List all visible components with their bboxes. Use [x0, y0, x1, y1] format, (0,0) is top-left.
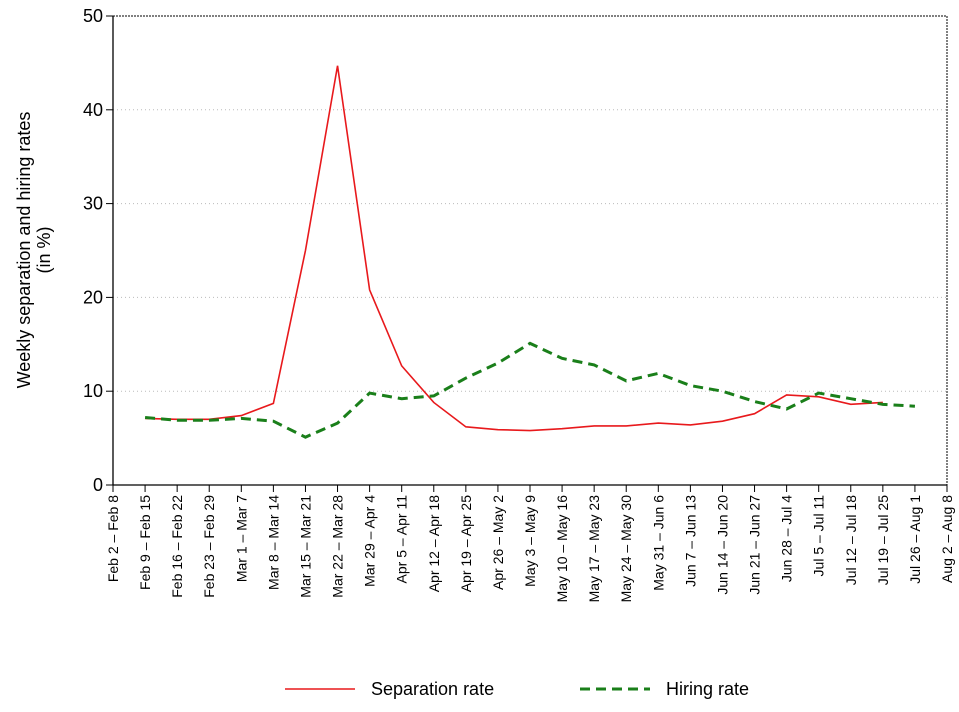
x-tick-label: Apr 26 – May 2	[490, 495, 506, 590]
x-tick-label: Feb 9 – Feb 15	[137, 495, 153, 590]
x-tick-label: Jun 14 – Jun 20	[714, 495, 730, 595]
x-tick-label: Feb 16 – Feb 22	[169, 495, 185, 598]
x-tick-label: Apr 19 – Apr 25	[458, 495, 474, 593]
y-axis-label: (in %)	[34, 226, 54, 273]
x-tick-label: May 3 – May 9	[522, 495, 538, 587]
x-tick-label: May 24 – May 30	[618, 495, 634, 603]
x-tick-label: Jun 21 – Jun 27	[747, 495, 763, 595]
y-tick-label: 40	[83, 100, 103, 120]
x-tick-label: May 31 – Jun 6	[650, 495, 666, 591]
x-tick-label: Jul 19 – Jul 25	[875, 495, 891, 585]
x-tick-label: Jul 5 – Jul 11	[811, 495, 827, 577]
legend-label: Hiring rate	[666, 679, 749, 699]
y-tick-label: 50	[83, 6, 103, 26]
y-tick-label: 20	[83, 287, 103, 307]
legend-label: Separation rate	[371, 679, 494, 699]
x-tick-label: May 10 – May 16	[554, 495, 570, 603]
x-tick-label: Jun 7 – Jun 13	[682, 495, 698, 587]
x-tick-label: May 17 – May 23	[586, 495, 602, 603]
x-tick-label: Apr 12 – Apr 18	[426, 495, 442, 593]
y-tick-label: 0	[93, 475, 103, 495]
y-tick-label: 30	[83, 194, 103, 214]
x-tick-label: Aug 2 – Aug 8	[939, 495, 955, 583]
x-tick-label: Mar 1 – Mar 7	[233, 495, 249, 582]
series-line	[144, 341, 916, 439]
y-axis-label: Weekly separation and hiring rates	[14, 112, 34, 389]
y-tick-label: 10	[83, 381, 103, 401]
x-tick-label: Mar 8 – Mar 14	[265, 495, 281, 590]
x-tick-label: Mar 22 – Mar 28	[330, 495, 346, 598]
x-tick-label: Feb 2 – Feb 8	[105, 495, 121, 582]
x-tick-label: Apr 5 – Apr 11	[394, 495, 410, 584]
x-tick-label: Jul 26 – Aug 1	[907, 495, 923, 584]
x-tick-label: Jun 28 – Jul 4	[779, 495, 795, 582]
x-tick-label: Mar 15 – Mar 21	[297, 495, 313, 598]
series-line	[145, 65, 883, 432]
x-tick-label: Mar 29 – Apr 4	[362, 495, 378, 587]
x-tick-label: Jul 12 – Jul 18	[843, 495, 859, 585]
x-tick-label: Feb 23 – Feb 29	[201, 495, 217, 598]
